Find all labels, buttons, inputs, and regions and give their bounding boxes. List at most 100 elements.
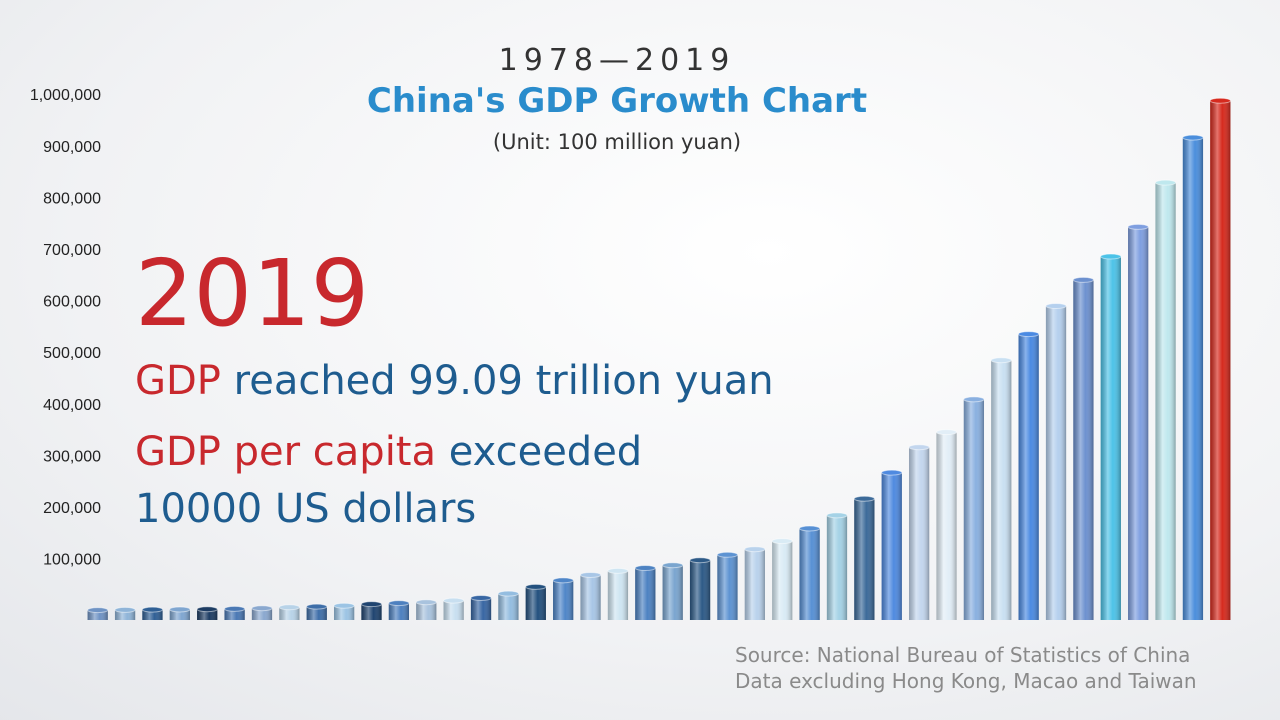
bar-shine (1128, 226, 1149, 621)
source-line: Data excluding Hong Kong, Macao and Taiw… (735, 669, 1197, 693)
chart-subtitle: China's GDP Growth Chart (367, 81, 867, 121)
y-tick-label: 200,000 (43, 500, 101, 517)
bar-cap (990, 357, 1012, 364)
bar-shine (1073, 279, 1094, 620)
bar-cap (853, 495, 875, 502)
bar-shine (1100, 256, 1121, 620)
y-tick-label: 700,000 (43, 242, 101, 259)
bar-shine (1018, 334, 1039, 620)
bar-shine (799, 528, 820, 620)
bar-shine (443, 600, 464, 620)
annotation-part: GDP per capita (135, 429, 436, 475)
bar-cap (196, 606, 218, 613)
bar-shine (607, 570, 629, 620)
bar-shine (114, 609, 136, 620)
bar-shine (388, 603, 410, 620)
bar-cap (388, 600, 410, 607)
bar-shine (169, 609, 190, 620)
bar-cap (87, 607, 109, 614)
bar-shine (963, 399, 985, 620)
bar-shine (717, 554, 738, 620)
bar-cap (634, 565, 656, 572)
annotation: 10000 US dollars (135, 486, 476, 532)
bar-shine (470, 597, 492, 620)
bar-cap (470, 594, 492, 601)
bar-cap (169, 606, 191, 613)
bar-cap (278, 604, 300, 611)
bar-cap (1182, 134, 1204, 141)
bar-cap (607, 567, 629, 574)
bar-cap (415, 599, 437, 606)
bar-shine (1155, 182, 1176, 620)
bar-cap (1100, 253, 1122, 260)
bar-shine (772, 541, 793, 620)
bar-shine (553, 580, 574, 620)
bar-shine (635, 568, 656, 620)
bar-cap (333, 602, 355, 609)
bar-cap (251, 605, 273, 612)
bar-shine (333, 605, 355, 620)
bar-shine (197, 609, 218, 620)
bar-shine (1182, 137, 1204, 620)
bar-cap (443, 597, 465, 604)
y-tick-label: 400,000 (43, 397, 101, 414)
highlight-year: 2019 (135, 240, 369, 347)
bar-shine (689, 560, 711, 620)
bar-shine (279, 607, 300, 620)
bar-cap (223, 605, 246, 612)
bar-cap (908, 444, 930, 451)
annotation: GDP per capita exceeded (135, 429, 642, 475)
bar-cap (1018, 331, 1040, 338)
source-line: Source: National Bureau of Statistics of… (735, 643, 1190, 667)
bar-shine (87, 610, 108, 620)
bar-cap (525, 583, 547, 590)
bar-shine (580, 574, 601, 620)
bar-shine (991, 360, 1012, 620)
bar-shine (142, 609, 163, 620)
bar-cap (1045, 303, 1067, 310)
bar-shine (361, 604, 382, 620)
bar-cap (963, 396, 985, 403)
y-tick-label: 800,000 (43, 190, 101, 207)
bar-cap (716, 551, 739, 558)
bar-shine (251, 608, 273, 620)
bar-cap (662, 562, 684, 569)
bar-shine (416, 602, 437, 620)
y-tick-label: 500,000 (43, 345, 101, 362)
y-tick-label: 100,000 (43, 552, 101, 569)
bar-shine (662, 565, 683, 620)
y-tick-label: 600,000 (43, 294, 101, 311)
bar-cap (306, 603, 328, 610)
bar-shine (498, 593, 519, 620)
bar-cap (826, 512, 848, 519)
bar-cap (552, 577, 574, 584)
bar-shine (1045, 306, 1067, 620)
unit-label: (Unit: 100 million yuan) (493, 130, 741, 154)
bar-cap (935, 429, 958, 436)
bar-shine (1210, 100, 1231, 620)
bar-cap (1127, 223, 1149, 230)
bar-cap (1072, 276, 1095, 283)
bar-cap (360, 601, 383, 608)
bar-cap (579, 571, 602, 578)
bar-cap (744, 546, 766, 553)
bar-shine (854, 498, 875, 620)
bar-cap (497, 590, 520, 597)
annotation-part: GDP (135, 358, 221, 404)
bar-cap (141, 606, 164, 613)
bar-shine (525, 586, 546, 620)
y-tick-label: 1,000,000 (30, 87, 101, 104)
annotations: GDP reached 99.09 trillion yuan GDP per c… (135, 358, 774, 532)
bar-shine (826, 515, 848, 620)
y-tick-label: 300,000 (43, 448, 101, 465)
bar-cap (771, 538, 793, 545)
bar-shine (908, 447, 930, 620)
bar-cap (1209, 97, 1231, 104)
annotation-part: reached 99.09 trillion yuan (221, 358, 774, 404)
bar-shine (881, 472, 902, 620)
annotation: GDP reached 99.09 trillion yuan (135, 358, 774, 404)
bar-cap (881, 469, 903, 476)
y-tick-label: 900,000 (43, 139, 101, 156)
